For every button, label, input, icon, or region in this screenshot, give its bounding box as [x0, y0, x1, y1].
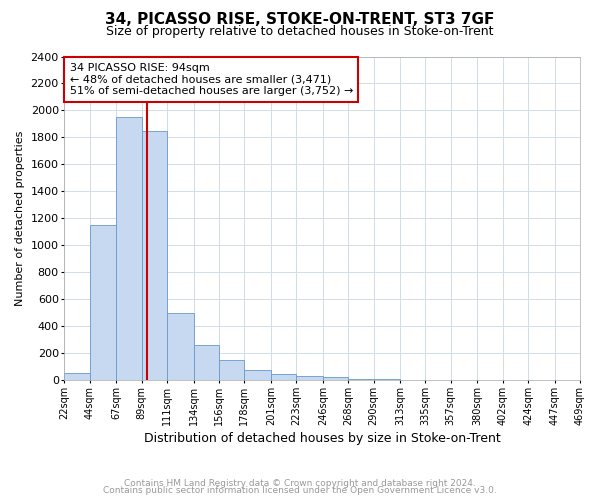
Text: Contains HM Land Registry data © Crown copyright and database right 2024.: Contains HM Land Registry data © Crown c…: [124, 478, 476, 488]
X-axis label: Distribution of detached houses by size in Stoke-on-Trent: Distribution of detached houses by size …: [144, 432, 500, 445]
Bar: [219, 360, 244, 380]
Bar: [116, 117, 142, 380]
Text: Contains public sector information licensed under the Open Government Licence v3: Contains public sector information licen…: [103, 486, 497, 495]
Bar: [244, 370, 271, 380]
Bar: [142, 130, 167, 380]
Bar: [348, 379, 374, 380]
Bar: [271, 374, 296, 380]
Text: 34 PICASSO RISE: 94sqm
← 48% of detached houses are smaller (3,471)
51% of semi-: 34 PICASSO RISE: 94sqm ← 48% of detached…: [70, 63, 353, 96]
Text: Size of property relative to detached houses in Stoke-on-Trent: Size of property relative to detached ho…: [106, 25, 494, 38]
Bar: [323, 378, 348, 380]
Text: 34, PICASSO RISE, STOKE-ON-TRENT, ST3 7GF: 34, PICASSO RISE, STOKE-ON-TRENT, ST3 7G…: [106, 12, 494, 28]
Bar: [90, 225, 116, 380]
Y-axis label: Number of detached properties: Number of detached properties: [15, 130, 25, 306]
Bar: [64, 374, 90, 380]
Bar: [194, 345, 219, 380]
Bar: [296, 376, 323, 380]
Bar: [167, 312, 194, 380]
